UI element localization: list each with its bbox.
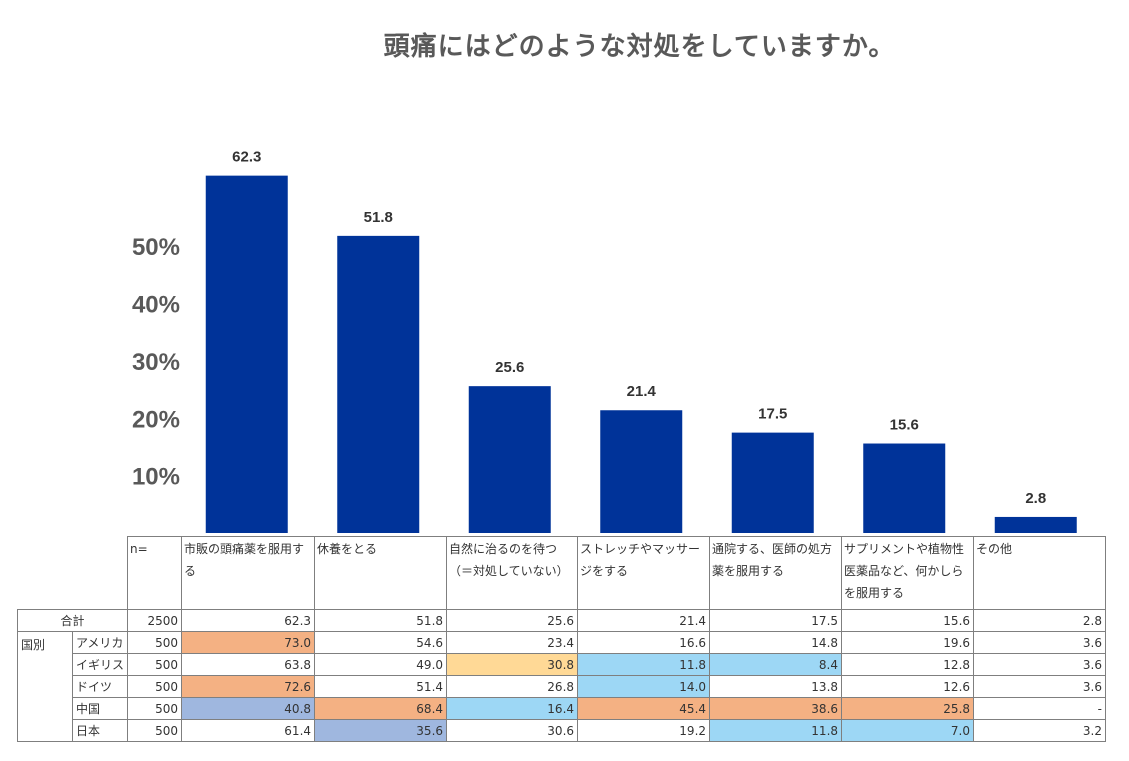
data-label: 15.6 bbox=[890, 417, 919, 434]
bar bbox=[994, 516, 1077, 533]
table-cell: 63.8 bbox=[181, 653, 316, 676]
table-cell: 38.6 bbox=[709, 697, 843, 720]
bar-series bbox=[205, 175, 1077, 534]
table-cell: 30.6 bbox=[446, 719, 579, 742]
table-cell: 13.8 bbox=[709, 675, 843, 698]
bar bbox=[337, 235, 420, 533]
table-cell: 11.8 bbox=[577, 653, 711, 676]
bar-chart: 10% 20% 30% 40% 50% 62.3 51.8 25.6 21.4 17.5 15.6… bbox=[132, 149, 1077, 534]
y-tick-label: 30% bbox=[132, 349, 180, 376]
table-corner bbox=[17, 536, 129, 610]
table-cell: 16.4 bbox=[446, 697, 579, 720]
group-label: 国別 bbox=[17, 631, 73, 742]
table-cell: 25.8 bbox=[841, 697, 975, 720]
country-label: アメリカ bbox=[71, 631, 129, 654]
data-label: 21.4 bbox=[627, 383, 657, 400]
column-header: サプリメントや植物性医薬品など、何かしらを服用する bbox=[841, 536, 975, 610]
total-label: 合計 bbox=[16, 609, 129, 632]
table-cell: 14.0 bbox=[577, 675, 711, 698]
y-tick-label: 10% bbox=[132, 464, 180, 491]
table-cell: 61.4 bbox=[181, 719, 316, 742]
data-label: 17.5 bbox=[758, 406, 787, 423]
table-cell: 26.8 bbox=[446, 675, 579, 698]
y-axis: 10% 20% 30% 40% 50% bbox=[132, 234, 180, 490]
table-cell: 49.0 bbox=[314, 653, 448, 676]
table-cell: 12.8 bbox=[841, 653, 975, 676]
table-row: イギリス 500 63.8 49.0 30.8 11.8 8.4 12.8 3.6 bbox=[18, 653, 1107, 676]
n-cell: 2500 bbox=[127, 609, 183, 632]
data-table: n= 市販の頭痛薬を服用する 休養をとる 自然に治るのを待つ（＝対処していない） ストレ… bbox=[16, 536, 1107, 742]
n-cell: 500 bbox=[127, 631, 183, 654]
y-tick-label: 20% bbox=[132, 406, 180, 433]
table-cell: 54.6 bbox=[314, 631, 448, 654]
column-header: 休養をとる bbox=[314, 536, 448, 610]
data-label: 62.3 bbox=[232, 149, 261, 166]
y-tick-label: 40% bbox=[132, 292, 180, 319]
n-cell: 500 bbox=[127, 675, 183, 698]
chart-title: 頭痛にはどのような対処をしていますか。 bbox=[383, 32, 896, 62]
data-label: 51.8 bbox=[364, 209, 393, 226]
country-label: ドイツ bbox=[71, 675, 129, 698]
table-cell: - bbox=[973, 697, 1107, 720]
bar bbox=[600, 410, 683, 533]
table-cell: 73.0 bbox=[181, 631, 316, 654]
table-cell: 3.6 bbox=[973, 675, 1107, 698]
table-cell: 25.6 bbox=[446, 609, 579, 632]
column-header: 自然に治るのを待つ（＝対処していない） bbox=[446, 536, 579, 610]
table-cell: 72.6 bbox=[181, 675, 316, 698]
table-cell: 11.8 bbox=[709, 719, 843, 742]
table-cell: 12.6 bbox=[841, 675, 975, 698]
country-label: 日本 bbox=[71, 719, 129, 742]
bar bbox=[468, 386, 551, 533]
y-tick-label: 50% bbox=[132, 234, 180, 261]
bar bbox=[205, 175, 288, 534]
table-cell: 45.4 bbox=[577, 697, 711, 720]
table-row: 中国 500 40.8 68.4 16.4 45.4 38.6 25.8- bbox=[18, 697, 1107, 720]
table-cell: 7.0 bbox=[841, 719, 975, 742]
n-cell: 500 bbox=[127, 697, 183, 720]
table-row: 日本 500 61.4 35.6 30.6 19.2 11.8 7.0 3.2 bbox=[18, 719, 1107, 742]
country-label: 中国 bbox=[71, 697, 129, 720]
table-cell: 40.8 bbox=[181, 697, 316, 720]
column-header: 通院する、医師の処方薬を服用する bbox=[709, 536, 843, 610]
table-cell: 21.4 bbox=[577, 609, 711, 632]
n-cell: 500 bbox=[127, 653, 183, 676]
bar bbox=[863, 443, 946, 533]
table-cell: 30.8 bbox=[446, 653, 579, 676]
table-cell: 35.6 bbox=[314, 719, 448, 742]
n-cell: 500 bbox=[127, 719, 183, 742]
table-cell: 16.6 bbox=[577, 631, 711, 654]
bar bbox=[731, 432, 814, 533]
table-cell: 62.3 bbox=[181, 609, 316, 632]
table-row: 国別 アメリカ 500 73.0 54.6 23.4 16.6 14.8 19.6 3.6 bbox=[17, 631, 1107, 742]
n-header: n= bbox=[127, 536, 183, 610]
table-cell: 14.8 bbox=[709, 631, 843, 654]
table-cell: 3.2 bbox=[973, 719, 1107, 742]
column-header: 市販の頭痛薬を服用する bbox=[181, 536, 316, 610]
table-cell: 51.8 bbox=[314, 609, 448, 632]
column-header: その他 bbox=[973, 536, 1107, 610]
table-cell: 3.6 bbox=[973, 631, 1107, 654]
table-cell: 51.4 bbox=[314, 675, 448, 698]
data-labels: 62.3 51.8 25.6 21.4 17.5 15.6 2.8 bbox=[232, 149, 1046, 507]
table-cell: 19.6 bbox=[841, 631, 975, 654]
table-cell: 68.4 bbox=[314, 697, 448, 720]
table-cell: 19.2 bbox=[577, 719, 711, 742]
table-cell: 17.5 bbox=[709, 609, 843, 632]
table-header-row: n= 市販の頭痛薬を服用する 休養をとる 自然に治るのを待つ（＝対処していない） ストレ… bbox=[17, 536, 1107, 610]
data-label: 25.6 bbox=[495, 359, 524, 376]
table-cell: 15.6 bbox=[841, 609, 975, 632]
table-row-total: 合計 2500 62.3 51.8 25.6 21.4 17.5 15.6 2.8 bbox=[16, 609, 1107, 632]
country-label: イギリス bbox=[71, 653, 129, 676]
data-label: 2.8 bbox=[1025, 490, 1046, 507]
table-cell: 8.4 bbox=[709, 653, 843, 676]
column-header: ストレッチやマッサージをする bbox=[577, 536, 711, 610]
table-cell: 23.4 bbox=[446, 631, 579, 654]
table-cell: 2.8 bbox=[973, 609, 1107, 632]
table-row: ドイツ 500 72.6 51.4 26.8 14.0 13.8 12.6 3.6 bbox=[18, 675, 1107, 698]
table-cell: 3.6 bbox=[973, 653, 1107, 676]
